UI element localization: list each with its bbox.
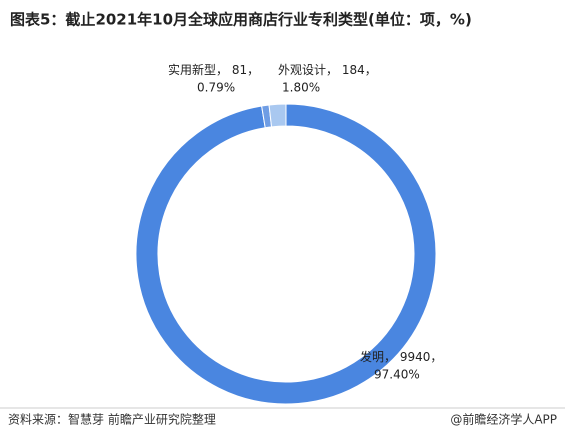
category-label: 发明 <box>360 349 384 364</box>
svg-text:外观设计， 184，: 外观设计， 184， <box>278 63 377 77</box>
percent-label: 1.80% <box>282 81 320 95</box>
value-label: 9940 <box>400 350 431 364</box>
category-label: 实用新型 <box>168 62 216 77</box>
svg-text:实用新型， 81，: 实用新型， 81， <box>168 62 259 77</box>
label-1: 实用新型， 81， 0.79% <box>168 62 259 95</box>
slice <box>268 103 287 128</box>
category-label: 外观设计 <box>278 63 326 77</box>
credit: @前瞻经济学人APP <box>450 412 557 427</box>
percent-label: 0.79% <box>197 81 235 95</box>
source: 资料来源：智慧芽 前瞻产业研究院整理 <box>8 412 216 427</box>
label-0: 发明， 9940， 97.40% <box>360 349 442 382</box>
slice <box>135 103 437 405</box>
value-label: 184 <box>342 63 365 77</box>
label-2: 外观设计， 184， 1.80% <box>278 63 377 95</box>
donut <box>135 103 437 405</box>
chart-title: 图表5：截止2021年10月全球应用商店行业专利类型(单位：项，%) <box>10 11 472 29</box>
percent-label: 97.40% <box>374 368 420 382</box>
value-label: 81 <box>232 63 247 77</box>
svg-text:发明， 9940，: 发明， 9940， <box>360 349 442 364</box>
